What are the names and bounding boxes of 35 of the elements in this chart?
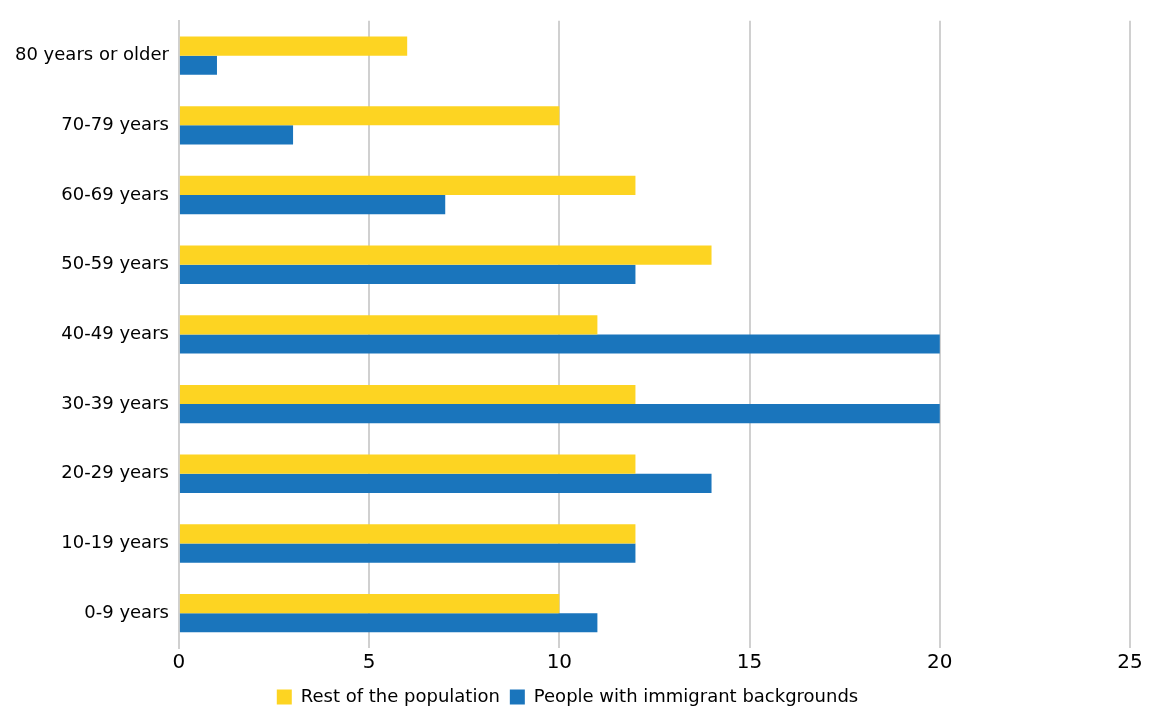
bar: [179, 593, 560, 614]
bar: [179, 315, 598, 335]
bar: [179, 125, 294, 145]
legend-label: Rest of the population: [300, 684, 500, 706]
x-tick-label: 5: [362, 649, 376, 674]
y-tick-label: 50-59 years: [61, 252, 169, 274]
bar: [179, 473, 712, 493]
bar: [179, 524, 636, 544]
x-tick-label: 10: [546, 649, 573, 674]
y-tick-label: 0-9 years: [84, 600, 169, 622]
bar: [179, 106, 560, 126]
y-tick-label: 70-79 years: [61, 113, 169, 135]
y-tick-label: 30-39 years: [61, 391, 169, 413]
y-tick-label: 10-19 years: [61, 531, 169, 553]
bar: [179, 195, 446, 215]
x-tick-label: 25: [1117, 649, 1143, 674]
x-tick-label: 20: [927, 649, 953, 674]
y-tick-label: 60-69 years: [61, 182, 169, 204]
bar: [179, 404, 940, 424]
bar: [179, 175, 636, 196]
bar: [179, 384, 636, 405]
legend-label: People with immigrant backgrounds: [533, 684, 859, 706]
bar: [179, 264, 636, 284]
y-tick-label: 40-49 years: [61, 322, 169, 344]
bar: [179, 543, 636, 563]
y-tick-label: 80 years or older: [14, 43, 170, 65]
bar: [179, 36, 408, 56]
bar: [179, 454, 636, 474]
bar: [179, 245, 712, 265]
bar: [179, 55, 217, 75]
bar: [179, 613, 598, 633]
y-tick-label: 20-29 years: [61, 461, 169, 483]
x-tick-label: 15: [736, 649, 763, 674]
x-tick-label: 0: [172, 649, 186, 674]
bar: [179, 334, 940, 354]
